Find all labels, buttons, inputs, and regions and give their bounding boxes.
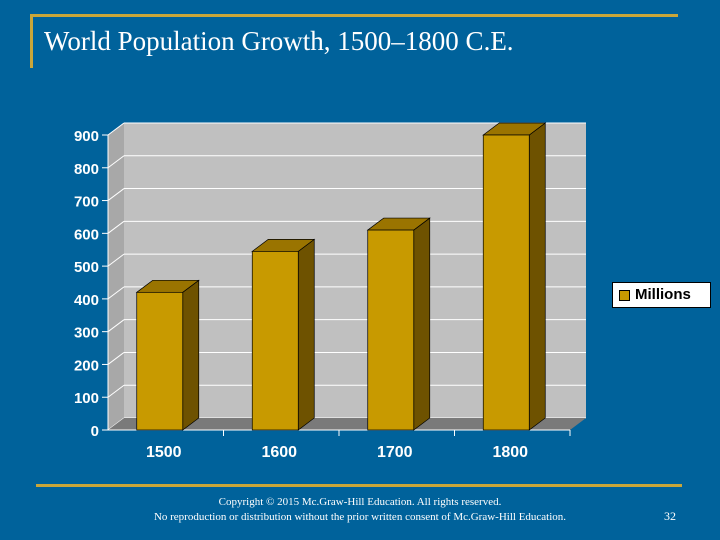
y-tick-label: 900 [74,128,99,145]
plot-floor [108,418,586,430]
y-tick-label: 200 [74,357,99,374]
y-tick-label: 300 [74,325,99,342]
x-tick-label-1600: 1600 [261,444,297,461]
bar-1600-side [297,238,315,431]
gridline-diag [107,253,125,267]
bar-1800 [482,134,530,431]
bar-1500 [136,291,184,431]
gridline-diag [107,155,125,169]
y-tick-label: 100 [74,390,99,407]
bar-1700-side [413,217,431,431]
chart-legend: Millions [612,282,711,308]
population-bar-chart: 0 100 200 300 400 500 600 700 800 900 1500 1600 1700… [74,122,586,461]
legend-swatch-millions [619,290,630,301]
y-tick-label: 500 [74,259,99,276]
y-tick-label: 600 [74,226,99,243]
legend-label-millions: Millions [635,286,691,303]
copyright-line-1: Copyright © 2015 Mc.Graw-Hill Education.… [218,496,502,508]
gridline-diag [107,319,125,333]
bar-1600 [251,251,299,431]
footer-rule [36,484,682,487]
bar-1500-side [182,279,200,431]
y-tick-label: 800 [74,161,99,178]
gridline-diag [107,384,125,398]
x-tick-label-1700: 1700 [377,444,413,461]
plot-side-wall [108,123,124,430]
gridline-diag [107,220,125,234]
x-tick-label-1800: 1800 [492,444,528,461]
gridline-diag [107,286,125,300]
y-tick-label: 400 [74,292,99,309]
x-tick-label-1500: 1500 [146,444,182,461]
gridline-diag [107,352,125,365]
title-frame-left-rule [30,14,33,68]
title-frame-top-rule [30,14,678,17]
page-number: 32 [664,509,676,523]
gridline-diag [107,188,125,201]
bar-1800-side [528,122,546,431]
y-tick-label: 700 [74,194,99,211]
copyright-notice: Copyright © 2015 Mc.Graw-Hill Education.… [120,495,600,525]
y-tick-label: 0 [91,423,99,440]
slide-title: World Population Growth, 1500–1800 C.E. [44,26,514,56]
gridline-diag [107,122,125,136]
bar-1700 [367,229,415,431]
copyright-line-2: No reproduction or distribution without … [153,511,567,523]
